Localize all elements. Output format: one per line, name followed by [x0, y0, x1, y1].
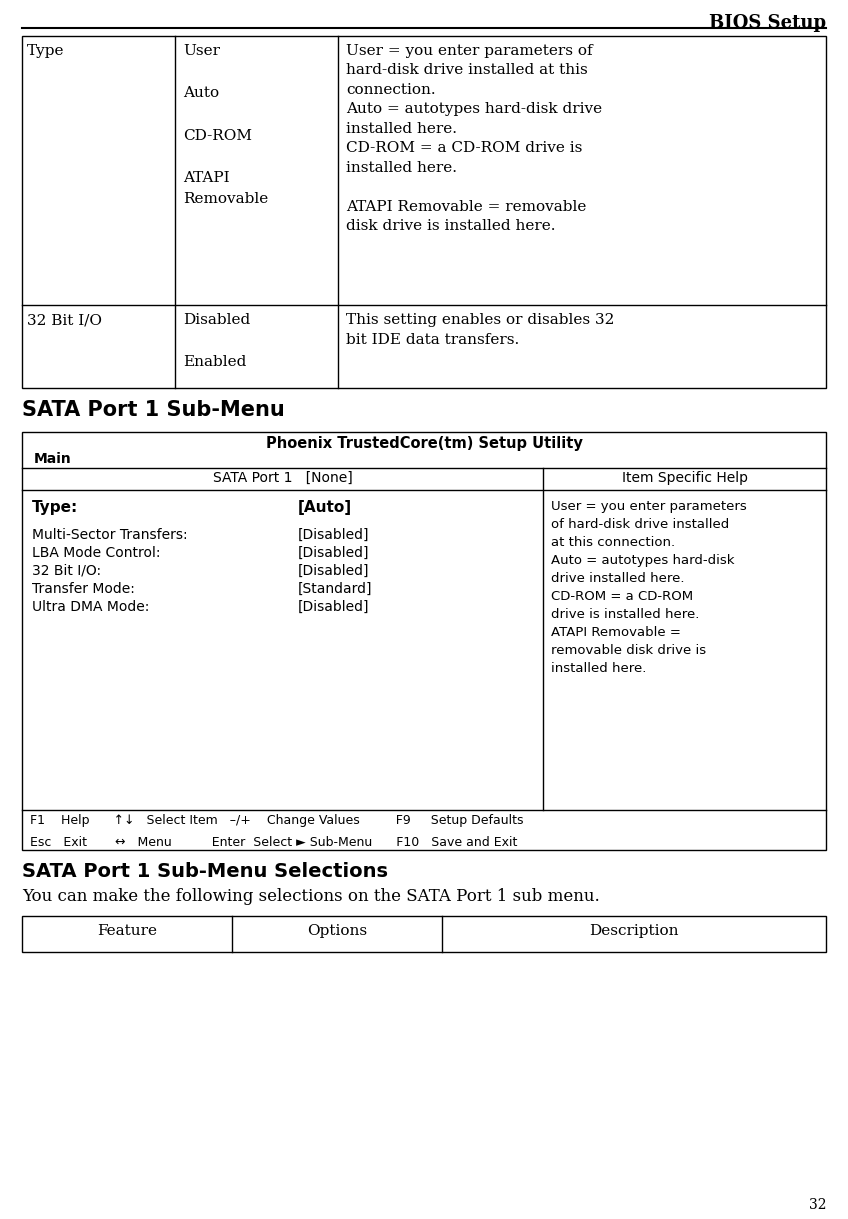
Text: Disabled

Enabled: Disabled Enabled — [183, 313, 250, 369]
Bar — [22, 432, 826, 850]
Text: F1    Help      ↑↓   Select Item   –/+    Change Values         F9     Setup Def: F1 Help ↑↓ Select Item –/+ Change Values… — [30, 814, 523, 848]
Text: This setting enables or disables 32
bit IDE data transfers.: This setting enables or disables 32 bit … — [346, 313, 614, 346]
Text: SATA Port 1   [None]: SATA Port 1 [None] — [213, 471, 353, 485]
Bar — [22, 915, 826, 952]
Bar — [22, 37, 826, 388]
Text: Type: Type — [27, 44, 64, 59]
Text: Feature: Feature — [97, 924, 157, 937]
Text: [Disabled]: [Disabled] — [298, 600, 369, 614]
Text: SATA Port 1 Sub-Menu Selections: SATA Port 1 Sub-Menu Selections — [22, 862, 388, 881]
Text: [Disabled]: [Disabled] — [298, 546, 369, 560]
Text: [Auto]: [Auto] — [298, 500, 351, 514]
Text: 32 Bit I/O: 32 Bit I/O — [27, 313, 102, 327]
Text: Multi-Sector Transfers:: Multi-Sector Transfers: — [32, 528, 187, 542]
Text: Main: Main — [34, 452, 72, 466]
Text: User = you enter parameters of
hard-disk drive installed at this
connection.
Aut: User = you enter parameters of hard-disk… — [346, 44, 602, 234]
Text: Ultra DMA Mode:: Ultra DMA Mode: — [32, 600, 149, 614]
Text: Phoenix TrustedCore(tm) Setup Utility: Phoenix TrustedCore(tm) Setup Utility — [265, 436, 583, 451]
Text: User

Auto

CD-ROM

ATAPI
Removable: User Auto CD-ROM ATAPI Removable — [183, 44, 268, 206]
Text: BIOS Setup: BIOS Setup — [709, 13, 826, 32]
Text: Options: Options — [307, 924, 367, 937]
Text: Transfer Mode:: Transfer Mode: — [32, 581, 135, 596]
Text: Item Specific Help: Item Specific Help — [622, 471, 747, 485]
Text: User = you enter parameters
of hard-disk drive installed
at this connection.
Aut: User = you enter parameters of hard-disk… — [551, 500, 747, 675]
Text: Type:: Type: — [32, 500, 78, 514]
Text: 32: 32 — [808, 1198, 826, 1212]
Text: You can make the following selections on the SATA Port 1 sub menu.: You can make the following selections on… — [22, 887, 600, 904]
Text: LBA Mode Control:: LBA Mode Control: — [32, 546, 160, 560]
Text: Description: Description — [589, 924, 678, 937]
Text: 32 Bit I/O:: 32 Bit I/O: — [32, 564, 101, 578]
Text: [Standard]: [Standard] — [298, 581, 371, 596]
Text: [Disabled]: [Disabled] — [298, 528, 369, 542]
Text: SATA Port 1 Sub-Menu: SATA Port 1 Sub-Menu — [22, 400, 285, 421]
Text: [Disabled]: [Disabled] — [298, 564, 369, 578]
